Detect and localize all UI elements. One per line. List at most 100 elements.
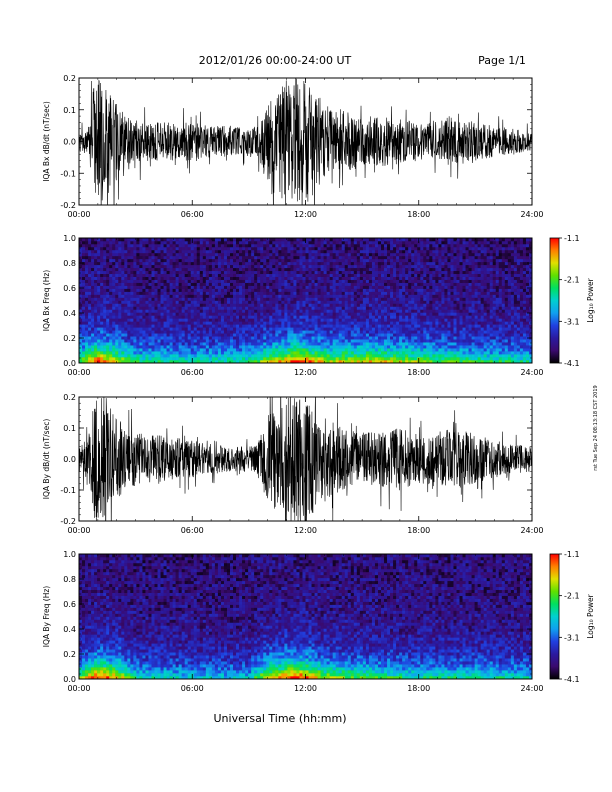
heatmap-cell: [181, 327, 185, 331]
heatmap-cell: [350, 357, 355, 361]
heatmap-cell: [175, 238, 179, 242]
heatmap-cell: [350, 267, 355, 272]
heatmap-cell: [88, 342, 92, 346]
heatmap-cell: [172, 348, 176, 352]
heatmap-cell: [359, 360, 364, 364]
heatmap-cell: [205, 312, 210, 316]
heatmap-cell: [112, 273, 116, 277]
heatmap-cell: [223, 309, 228, 313]
heatmap-cell: [103, 252, 107, 257]
heatmap-cell: [278, 264, 282, 269]
heatmap-cell: [338, 300, 343, 304]
heatmap-cell: [242, 276, 246, 280]
heatmap-cell: [230, 276, 234, 280]
heatmap-cell: [118, 330, 122, 334]
heatmap-cell: [296, 243, 300, 248]
heatmap-cell: [118, 270, 122, 275]
heatmap-cell: [121, 324, 125, 328]
heatmap-cell: [148, 339, 152, 343]
heatmap-cell: [362, 336, 367, 340]
heatmap-cell: [184, 267, 189, 272]
heatmap-cell: [423, 348, 427, 352]
heatmap-cell: [423, 282, 427, 286]
heatmap-cell: [220, 246, 225, 251]
heatmap-cell: [136, 282, 140, 286]
heatmap-cell: [230, 324, 234, 328]
heatmap-cell: [245, 294, 249, 298]
heatmap-cell: [284, 303, 288, 307]
heatmap-cell: [139, 336, 143, 340]
heatmap-cell: [160, 238, 164, 242]
heatmap-cell: [130, 306, 134, 310]
heatmap-cell: [314, 318, 318, 322]
heatmap-cell: [82, 318, 86, 322]
heatmap-cell: [245, 291, 249, 295]
heatmap-cell: [272, 297, 276, 301]
heatmap-cell: [133, 258, 137, 263]
heatmap-cell: [293, 273, 297, 277]
heatmap-cell: [211, 300, 216, 304]
heatmap-cell: [175, 279, 179, 283]
heatmap-cell: [384, 238, 388, 242]
heatmap-cell: [236, 238, 240, 242]
heatmap-cell: [145, 312, 149, 316]
heatmap-cell: [332, 291, 336, 295]
heatmap-cell: [381, 333, 385, 337]
heatmap-cell: [124, 330, 128, 334]
heatmap-cell: [239, 315, 243, 319]
heatmap-cell: [263, 315, 267, 319]
heatmap-cell: [254, 261, 258, 266]
heatmap-cell: [332, 333, 336, 337]
heatmap-cell: [145, 324, 149, 328]
heatmap-cell: [377, 288, 382, 292]
heatmap-cell: [178, 282, 182, 286]
x-tick-label: 00:00: [67, 210, 90, 219]
heatmap-cell: [393, 264, 397, 269]
heatmap-cell: [402, 297, 406, 301]
heatmap-cell: [133, 300, 137, 304]
heatmap-cell: [199, 297, 204, 301]
heatmap-cell: [205, 357, 210, 361]
heatmap-cell: [166, 297, 170, 301]
heatmap-cell: [112, 258, 116, 263]
heatmap-cell: [223, 345, 228, 349]
heatmap-cell: [275, 270, 279, 275]
heatmap-cell: [106, 303, 110, 307]
heatmap-cell: [127, 255, 131, 260]
heatmap-cell: [106, 282, 110, 286]
heatmap-cell: [359, 255, 364, 260]
heatmap-cell: [115, 261, 119, 266]
heatmap-cell: [172, 267, 176, 272]
heatmap-cell: [405, 348, 409, 352]
heatmap-cell: [387, 282, 391, 286]
heatmap-cell: [142, 246, 146, 251]
heatmap-cell: [223, 285, 228, 289]
heatmap-cell: [166, 261, 170, 266]
heatmap-cell: [178, 354, 182, 358]
heatmap-cell: [163, 354, 167, 358]
heatmap-cell: [233, 315, 237, 319]
heatmap-cell: [251, 246, 255, 251]
heatmap-cell: [178, 309, 182, 313]
heatmap-cell: [390, 339, 394, 343]
heatmap-cell: [79, 285, 83, 289]
heatmap-cell: [275, 273, 279, 277]
heatmap-cell: [287, 270, 291, 275]
x-tick-label: 24:00: [520, 210, 543, 219]
heatmap-cell: [163, 309, 167, 313]
heatmap-cell: [281, 246, 285, 251]
heatmap-cell: [411, 264, 415, 269]
heatmap-cell: [236, 354, 240, 358]
heatmap-cell: [323, 333, 327, 337]
heatmap-cell: [365, 321, 370, 325]
heatmap-cell: [423, 333, 427, 337]
heatmap-cell: [85, 238, 89, 242]
heatmap-cell: [145, 267, 149, 272]
heatmap-cell: [233, 279, 237, 283]
heatmap-cell: [257, 333, 261, 337]
heatmap-cell: [166, 249, 170, 254]
heatmap-cell: [199, 351, 204, 355]
heatmap-cell: [290, 255, 294, 260]
heatmap-cell: [103, 333, 107, 337]
heatmap-cell: [220, 270, 225, 275]
